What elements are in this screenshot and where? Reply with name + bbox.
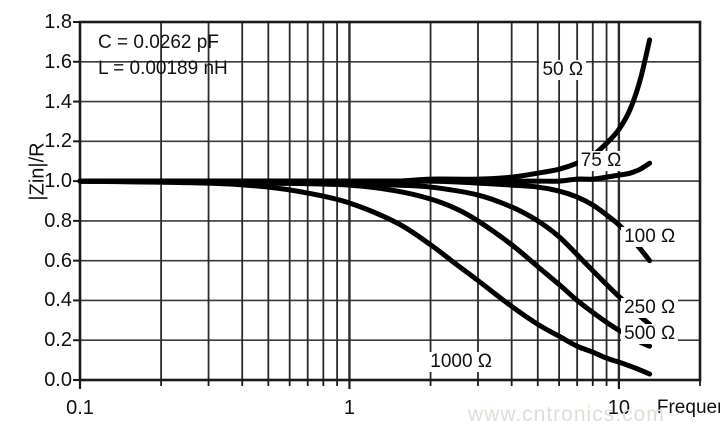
parameter-annotation: C = 0.0262 pF L = 0.00189 nH (98, 30, 228, 82)
series-label-1000ohm: 1000 Ω (427, 352, 495, 373)
y-tick-label: 0.4 (44, 289, 72, 312)
curve-1000ω (77, 178, 653, 377)
series-label-250ohm: 250 Ω (621, 298, 679, 319)
y-tick-label: 0.6 (44, 249, 72, 272)
y-tick-label: 1.2 (44, 130, 72, 153)
x-tick-label: 10 (607, 397, 630, 419)
y-tick-label: 0.0 (44, 369, 72, 391)
x-tick-label: 0.1 (66, 397, 94, 419)
y-tick-labels: 0.0 0.2 0.4 0.6 0.8 1.0 1.2 1.4 1.6 1.8 (20, 0, 72, 431)
capacitance-value: C = 0.0262 pF (98, 32, 219, 53)
series-label-75ohm: 75 Ω (577, 151, 625, 172)
y-tick-label: 0.2 (44, 329, 72, 352)
axis-ticks (73, 21, 701, 389)
y-tick-label: 1.0 (44, 170, 72, 193)
x-axis-title: Frequency (GHz) (656, 397, 720, 418)
y-tick-label: 1.8 (44, 11, 72, 33)
series-label-500ohm: 500 Ω (621, 324, 679, 345)
y-tick-label: 1.6 (44, 50, 72, 73)
x-tick-label: 1 (343, 397, 355, 419)
y-tick-label: 0.8 (44, 209, 72, 232)
series-label-50ohm: 50 Ω (539, 59, 587, 80)
data-curves (77, 37, 653, 377)
inductance-value: L = 0.00189 nH (98, 58, 228, 79)
curve-500ω (77, 178, 653, 349)
plot-frame (78, 20, 702, 382)
series-label-100ohm: 100 Ω (621, 226, 679, 247)
y-tick-label: 1.4 (44, 90, 72, 113)
curve-250ω (77, 178, 653, 327)
